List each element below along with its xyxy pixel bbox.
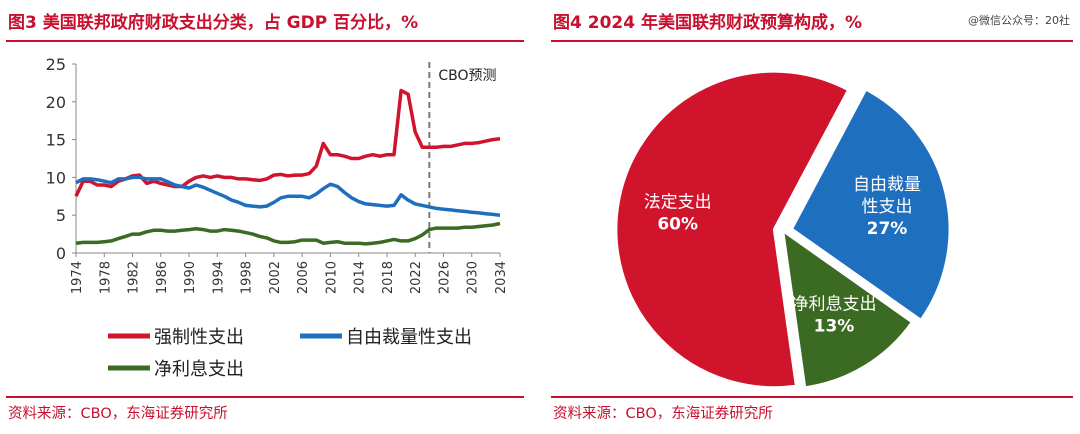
series-line-3 [75,221,501,246]
source-divider [551,396,1073,398]
y-tick-label: 0 [56,244,66,263]
x-tick-label: 2022 [409,261,424,294]
y-tick-label: 25 [46,55,66,74]
legend-label: 自由裁量性支出 [346,327,472,348]
pie-slice-label: 60% [657,214,698,234]
title-divider [551,40,1073,42]
forecast-label: CBO预测 [438,68,496,84]
x-tick-label: 1990 [183,261,198,294]
x-tick-label: 1998 [240,261,255,294]
x-tick-label: 2002 [268,261,283,294]
series-line-1 [74,88,501,198]
line-chart-svg: 0 5 10 15 20 25 1974 1978 1982 1986 1990 1994 1998 20… [46,55,509,380]
pie-slice-2 [781,228,914,389]
x-tick-label: 2034 [494,261,509,294]
pie-slice-label: 性支出 [862,197,913,217]
pie-slice-label: 法定支出 [644,192,712,212]
pie-slice-3 [614,70,850,389]
pie-slice-label: 净利息支出 [792,295,877,315]
x-tick-label: 1986 [155,261,170,294]
y-tick-label: 5 [56,206,66,225]
x-tick-label: 1994 [211,261,226,294]
pie-slice-label: 27% [867,219,908,239]
line-chart-title: 图3 美国联邦政府财政支出分类，占 GDP 百分比，% [8,13,419,33]
legend-label: 净利息支出 [154,359,244,380]
y-tick-label: 20 [46,93,66,112]
y-tick-label: 15 [46,131,66,150]
line-chart-source: 资料来源：CBO，东海证券研究所 [8,406,228,422]
line-chart-series [74,88,501,246]
pie-chart-source: 资料来源：CBO，东海证券研究所 [553,406,773,422]
line-chart-axes: 0 5 10 15 20 25 1974 1978 1982 1986 1990 1994 1998 20… [46,55,509,294]
x-tick-label: 1974 [70,261,85,294]
line-chart-panel: 图3 美国联邦政府财政支出分类，占 GDP 百分比，% 0 5 10 15 20 25 19… [0,0,530,434]
x-tick-label: 2018 [381,261,396,294]
x-tick-label: 2026 [437,261,452,294]
source-divider [6,396,524,398]
series-line-2 [75,175,501,217]
title-divider [6,40,524,42]
x-tick-label: 1978 [98,261,113,294]
pie-slice-1 [790,87,951,322]
pie-slice-label: 自由裁量 [853,175,921,195]
pie-slice-label: 13% [814,317,855,337]
pie-chart-panel: 图4 2024 年美国联邦财政预算构成，% @微信公众号：20社 自由裁量 性支出… [545,0,1080,434]
x-tick-label: 2030 [466,261,481,294]
x-tick-label: 2014 [353,261,368,294]
legend-label: 强制性支出 [154,327,244,348]
x-tick-label: 1982 [127,261,142,294]
y-tick-label: 10 [46,168,66,187]
x-tick-label: 2006 [296,261,311,294]
pie-chart-title: 图4 2024 年美国联邦财政预算构成，% [553,13,863,33]
x-tick-label: 2010 [324,261,339,294]
watermark: @微信公众号：20社 [968,14,1070,27]
